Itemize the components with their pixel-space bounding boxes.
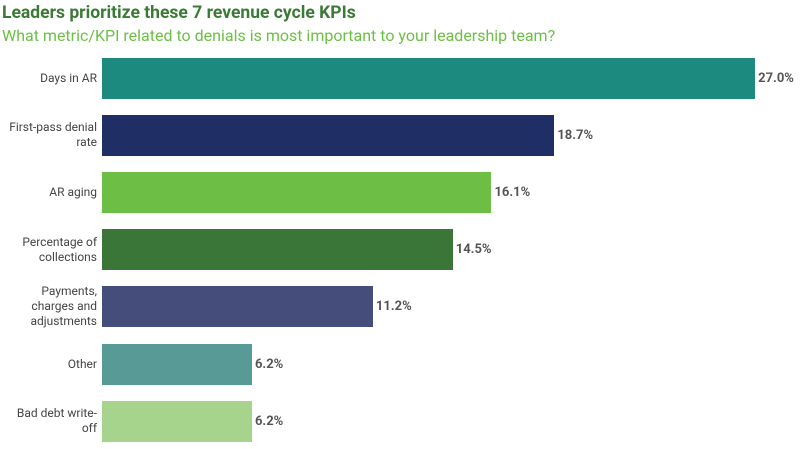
bar bbox=[102, 229, 453, 271]
bar bbox=[102, 343, 252, 385]
category-label: Days in AR bbox=[40, 70, 97, 85]
category-label: First-pass denial rate bbox=[9, 120, 97, 150]
value-label: 18.7% bbox=[557, 127, 594, 143]
value-label: 6.2% bbox=[254, 413, 284, 429]
value-label: 27.0% bbox=[758, 70, 794, 86]
category-label: Payments, charges and adjustments bbox=[30, 284, 97, 329]
category-label: Percentage of collections bbox=[22, 234, 97, 264]
bar bbox=[102, 286, 373, 328]
chart-title: Leaders prioritize these 7 revenue cycle… bbox=[2, 3, 356, 23]
bar bbox=[102, 400, 252, 442]
category-label: Other bbox=[67, 356, 97, 371]
bar bbox=[102, 114, 555, 156]
category-label: AR aging bbox=[49, 184, 97, 199]
bar bbox=[102, 171, 492, 213]
category-label: Bad debt write-off bbox=[16, 406, 97, 436]
value-label: 6.2% bbox=[254, 356, 284, 372]
value-label: 16.1% bbox=[494, 184, 531, 200]
chart-subtitle: What metric/KPI related to denials is mo… bbox=[2, 26, 556, 45]
value-label: 11.2% bbox=[375, 299, 412, 315]
value-label: 14.5% bbox=[455, 242, 492, 258]
bar bbox=[102, 57, 756, 99]
